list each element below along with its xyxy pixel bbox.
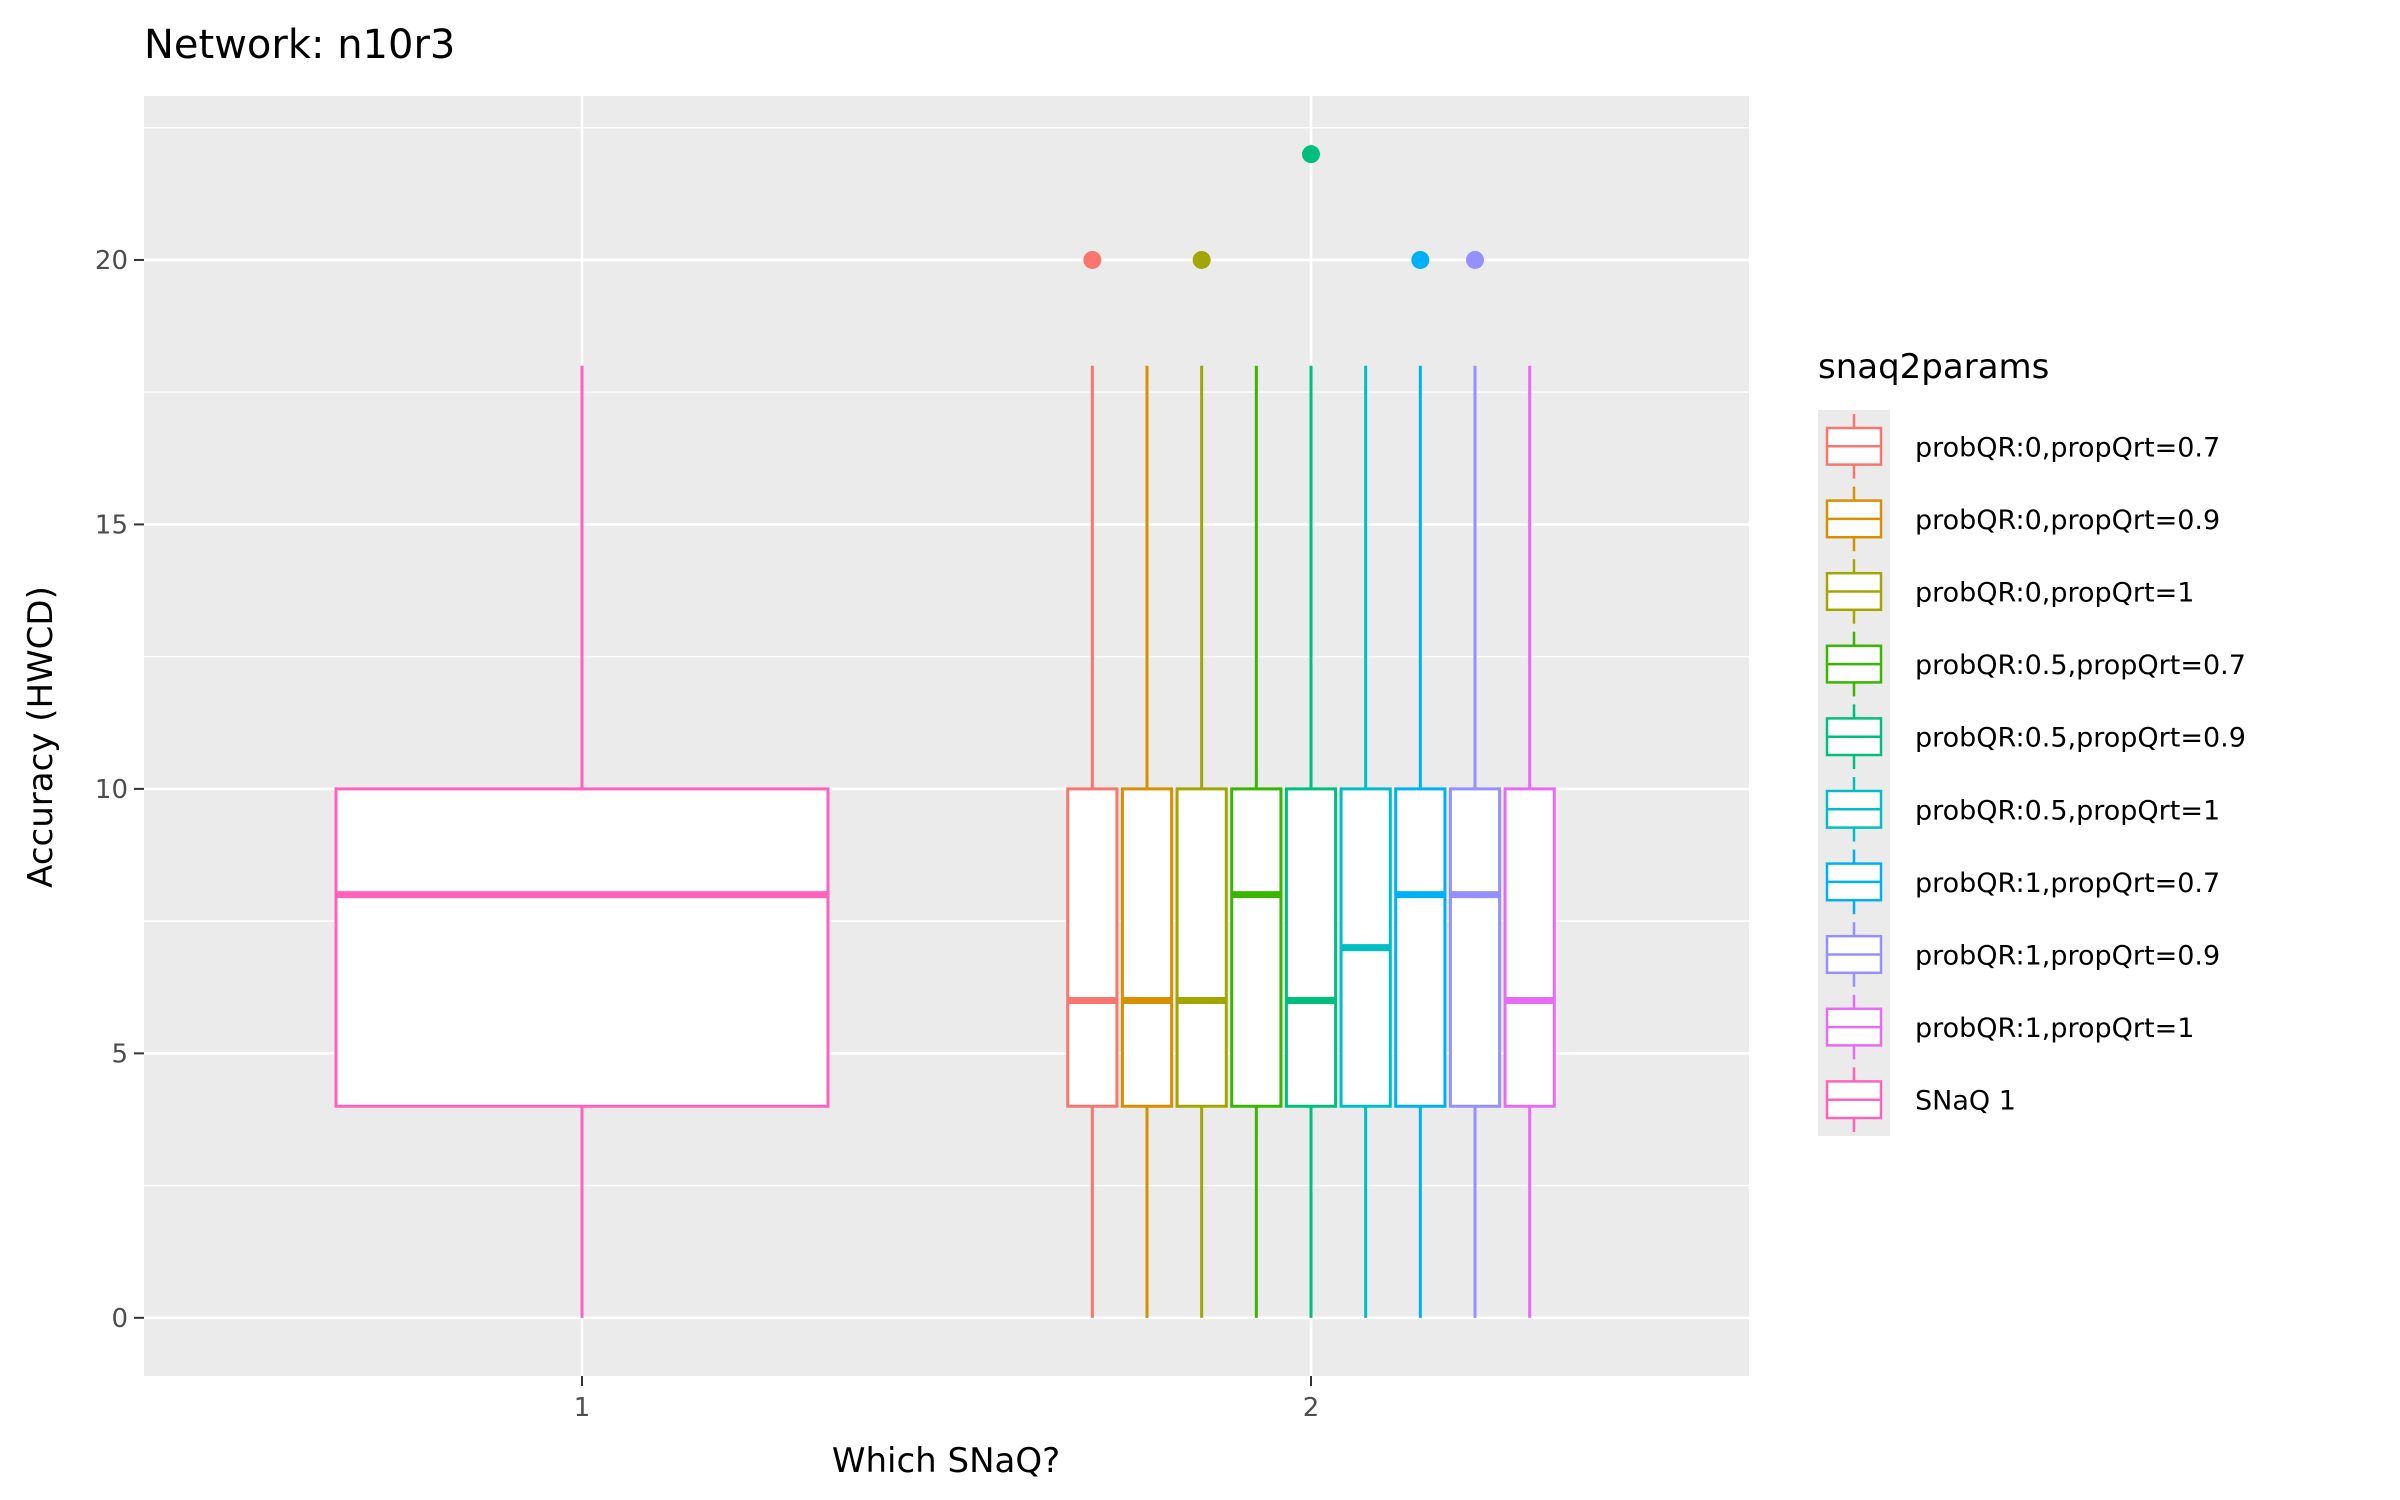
x-tick-label: 1: [574, 1393, 591, 1423]
legend-item: probQR:0,propQrt=1: [1825, 559, 2194, 624]
box-probQR:0,propQrt=0.7: [1066, 250, 1119, 1318]
legend-label: probQR:1,propQrt=0.7: [1915, 868, 2220, 899]
box-series: [334, 145, 1556, 1318]
box-iqr: [1448, 787, 1502, 1108]
y-axis-title: Accuracy (HWCD): [21, 586, 61, 888]
y-axis: 0 5 10 15 20: [95, 246, 144, 1334]
box-probQR:0.5,propQrt=1: [1339, 365, 1392, 1318]
box-iqr: [1175, 787, 1228, 1108]
x-axis-title: Which SNaQ?: [832, 1441, 1060, 1481]
y-tick-label: 5: [111, 1039, 128, 1069]
box-probQR:0,propQrt=1: [1175, 250, 1228, 1318]
x-tick-label: 2: [1303, 1393, 1320, 1423]
box-iqr: [1284, 787, 1338, 1108]
box-probQR:1,propQrt=1: [1503, 365, 1556, 1318]
box-probQR:0.5,propQrt=0.9: [1284, 145, 1338, 1318]
legend: snaq2params probQR:0,propQrt=0.7 probQR:0…: [1818, 347, 2246, 1136]
legend-item: probQR:0.5,propQrt=1: [1825, 777, 2220, 842]
outlier-point: [1192, 250, 1211, 269]
plot-panel: [144, 96, 1749, 1376]
chart-title: Network: n10r3: [144, 22, 455, 68]
legend-label: probQR:1,propQrt=0.9: [1915, 941, 2220, 972]
box-iqr: [1066, 787, 1119, 1108]
legend-label: probQR:0,propQrt=1: [1915, 578, 2194, 609]
legend-label: probQR:1,propQrt=1: [1915, 1013, 2194, 1044]
box-probQR:0,propQrt=0.9: [1120, 365, 1174, 1318]
box-SNaQ 1: [334, 365, 830, 1318]
y-tick-label: 10: [95, 775, 128, 805]
outlier-point: [1466, 250, 1484, 269]
box-iqr: [1503, 787, 1556, 1108]
legend-item: probQR:0.5,propQrt=0.9: [1825, 704, 2246, 769]
legend-label: probQR:0,propQrt=0.9: [1915, 505, 2220, 536]
box-probQR:1,propQrt=0.9: [1448, 250, 1502, 1318]
legend-item: probQR:0,propQrt=0.7: [1825, 414, 2220, 479]
legend-item: probQR:0,propQrt=0.9: [1825, 486, 2220, 552]
outlier-point: [1083, 250, 1102, 269]
legend-item: probQR:0.5,propQrt=0.7: [1825, 631, 2246, 697]
box-iqr: [1120, 787, 1174, 1108]
legend-label: probQR:0,propQrt=0.7: [1915, 432, 2220, 463]
legend-item: probQR:1,propQrt=1: [1825, 994, 2194, 1060]
legend-item: probQR:1,propQrt=0.9: [1825, 922, 2220, 987]
box-probQR:0.5,propQrt=0.7: [1230, 365, 1283, 1318]
y-tick-label: 15: [95, 510, 128, 540]
legend-label: probQR:0.5,propQrt=0.9: [1915, 723, 2246, 754]
box-probQR:1,propQrt=0.7: [1394, 250, 1447, 1318]
box-iqr: [1230, 787, 1283, 1108]
y-tick-label: 20: [95, 246, 128, 276]
legend-item: probQR:1,propQrt=0.7: [1825, 849, 2220, 915]
legend-item: SNaQ 1: [1825, 1067, 2016, 1132]
box-iqr: [334, 787, 830, 1108]
legend-title: snaq2params: [1818, 347, 2049, 387]
box-iqr: [1394, 787, 1447, 1108]
legend-label: SNaQ 1: [1915, 1086, 2016, 1117]
legend-label: probQR:0.5,propQrt=0.7: [1915, 650, 2246, 681]
legend-label: probQR:0.5,propQrt=1: [1915, 795, 2220, 826]
y-tick-label: 0: [111, 1304, 128, 1334]
outlier-point: [1411, 250, 1430, 269]
outlier-point: [1302, 145, 1320, 164]
